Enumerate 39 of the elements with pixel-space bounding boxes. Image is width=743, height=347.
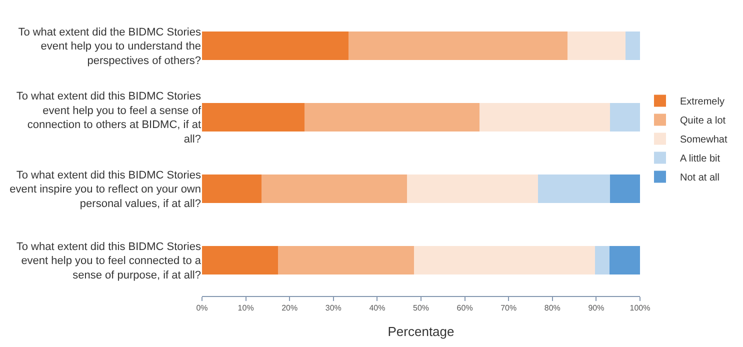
x-axis-title: Percentage (388, 324, 454, 340)
x-tick-label: 90% (588, 304, 604, 313)
y-tick-label: To what extent did the BIDMC Stories event help you to understand the perspectives of others? (18, 26, 202, 67)
bar (304, 102, 480, 132)
bar (202, 174, 262, 204)
x-tick-label: 10% (238, 304, 254, 313)
x-tick-label: 0% (196, 304, 208, 313)
bar (610, 102, 640, 132)
y-tick-label: To what extent did this BIDMC Stories event help you to feel connected to a sense of purpose, if at all? (16, 240, 202, 282)
x-tick-label: 20% (282, 304, 298, 313)
bar (567, 31, 626, 60)
bar (609, 246, 640, 275)
bar (278, 246, 414, 275)
bar (202, 31, 349, 60)
x-tick-label: 30% (325, 304, 342, 313)
legend-label: Not at all (680, 172, 720, 184)
legend-label: Somewhat (680, 134, 728, 146)
bar (610, 174, 640, 204)
x-tick-label: 40% (369, 304, 386, 313)
bar (202, 102, 304, 132)
legend-label: A little bit (680, 154, 720, 165)
bar (262, 174, 407, 204)
bar (202, 246, 278, 275)
bar (594, 246, 610, 275)
x-tick-label: 70% (500, 304, 517, 313)
x-tick-label: 50% (412, 304, 430, 313)
x-tick-label: 80% (544, 304, 560, 313)
legend-label: Quite a lot (680, 116, 726, 127)
x-tick-label: 60% (456, 304, 473, 313)
bar (414, 246, 595, 275)
bar (626, 31, 640, 60)
bar (406, 174, 538, 204)
x-tick-label: 100% (630, 304, 650, 313)
bar (538, 174, 610, 204)
y-tick-label: To what extent did this BIDMC Stories event help you to feel a sense of connection to others at BIDMC, if at all? (16, 90, 202, 146)
bar (480, 102, 610, 132)
legend-label: Extremely (680, 96, 724, 108)
bar (348, 31, 568, 60)
y-tick-label: To what extent did this BIDMC Stories event inspire you to reflect on your own personal values, if at all? (10, 169, 202, 210)
